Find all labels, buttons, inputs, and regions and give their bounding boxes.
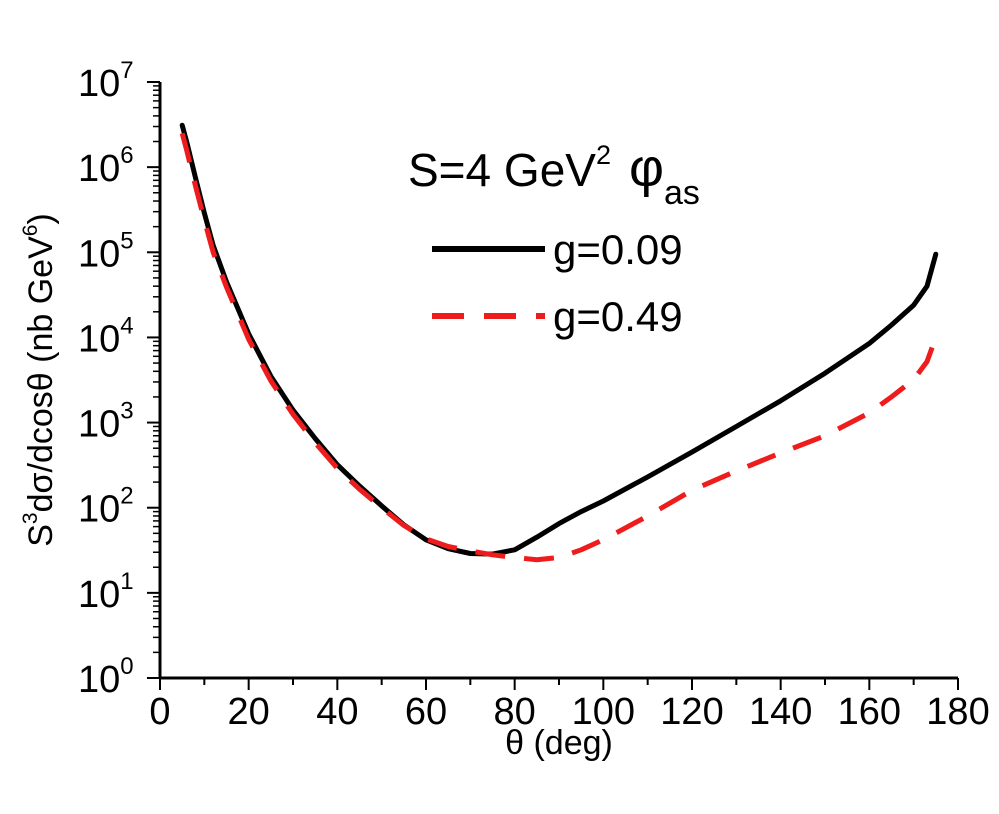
x-tick-label: 160 xyxy=(838,691,901,733)
legend: g=0.09 g=0.49 xyxy=(432,226,683,340)
x-tick-label: 20 xyxy=(228,691,270,733)
x-tick-label: 120 xyxy=(660,691,723,733)
x-tick-label: 80 xyxy=(494,691,536,733)
x-axis-label: θ (deg) xyxy=(505,724,613,762)
x-tick-label: 140 xyxy=(749,691,812,733)
axes: 0 20 40 60 80 100 120 140 160 180 100 101 102 103 104 1… xyxy=(78,57,990,733)
y-tick-label: 104 xyxy=(78,312,134,360)
series-layer xyxy=(179,122,939,563)
x-tick-label: 60 xyxy=(405,691,447,733)
chart-annotation: S=4 GeV2 φas xyxy=(408,138,700,212)
x-tick-label: 40 xyxy=(316,691,358,733)
y-tick-label: 103 xyxy=(78,398,134,446)
legend-label-g049: g=0.49 xyxy=(553,293,683,340)
x-tick-label: 180 xyxy=(926,691,989,733)
y-tick-label: 101 xyxy=(78,568,134,616)
y-tick-label: 105 xyxy=(78,227,134,275)
x-tick-label: 0 xyxy=(149,691,170,733)
y-axis-label: S3dσ/dcosθ (nb GeV6) xyxy=(19,213,60,547)
y-tick-label: 106 xyxy=(78,142,134,190)
y-tick-label: 100 xyxy=(78,653,134,701)
y-tick-label: 107 xyxy=(78,57,134,105)
x-tick-label: 100 xyxy=(572,691,635,733)
series-line-g049 xyxy=(179,132,939,563)
legend-label-g009: g=0.09 xyxy=(553,226,683,273)
y-tick-label: 102 xyxy=(78,483,134,531)
